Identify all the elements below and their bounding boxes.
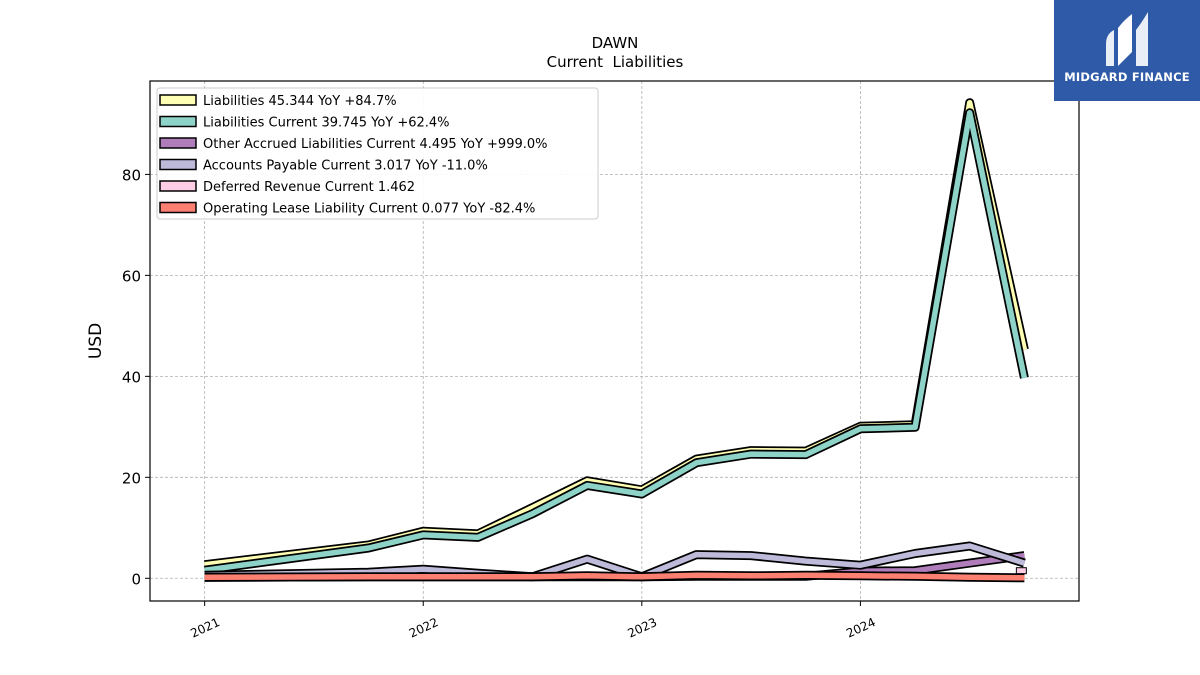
legend-swatch (159, 115, 197, 128)
legend: Liabilities 45.344 YoY +84.7% Liabilities… (156, 87, 599, 220)
y-tick-label: 80 (122, 166, 141, 184)
y-tick-label: 40 (122, 368, 141, 386)
legend-box (156, 87, 599, 220)
legend-label: Liabilities 45.344 YoY +84.7% (203, 94, 397, 109)
series-line-accounts-payable-current (204, 543, 1026, 580)
series-line-operating-lease-liability-current (204, 572, 1025, 581)
legend-label: Operating Lease Liability Current 0.077 … (203, 202, 535, 217)
legend-swatch (159, 180, 197, 192)
y-tick-label: 20 (122, 469, 141, 487)
series-point-deferred-revenue-current (1015, 567, 1027, 575)
chart-subtitle: Current Liabilities (547, 53, 684, 71)
legend-label: Accounts Payable Current 3.017 YoY -11.0… (203, 159, 488, 174)
x-tick-label: 2023 (625, 615, 659, 641)
chart-title: DAWN (592, 34, 639, 52)
y-tick-label: 0 (131, 570, 141, 588)
plot-frame (149, 80, 1080, 602)
series-line-liabilities-current (204, 110, 1028, 573)
brand-logo-icon (1106, 12, 1148, 66)
legend-label: Deferred Revenue Current 1.462 (203, 180, 415, 195)
legend-swatch (159, 137, 197, 149)
series-layer (203, 98, 1029, 583)
x-tick-label: 2021 (188, 615, 222, 641)
x-tick-label: 2022 (407, 615, 441, 641)
legend-swatch (159, 158, 197, 171)
legend-swatch (159, 94, 197, 106)
x-tick-label: 2024 (844, 615, 878, 641)
y-axis-label: USD (86, 323, 106, 359)
y-tick-label: 60 (122, 267, 141, 285)
legend-label: Liabilities Current 39.745 YoY +62.4% (203, 116, 450, 131)
legend-label: Other Accrued Liabilities Current 4.495 … (203, 137, 548, 152)
brand-name: MIDGARD FINANCE (1064, 70, 1190, 84)
brand-logo: MIDGARD FINANCE (1054, 0, 1200, 101)
legend-swatch (159, 201, 197, 214)
